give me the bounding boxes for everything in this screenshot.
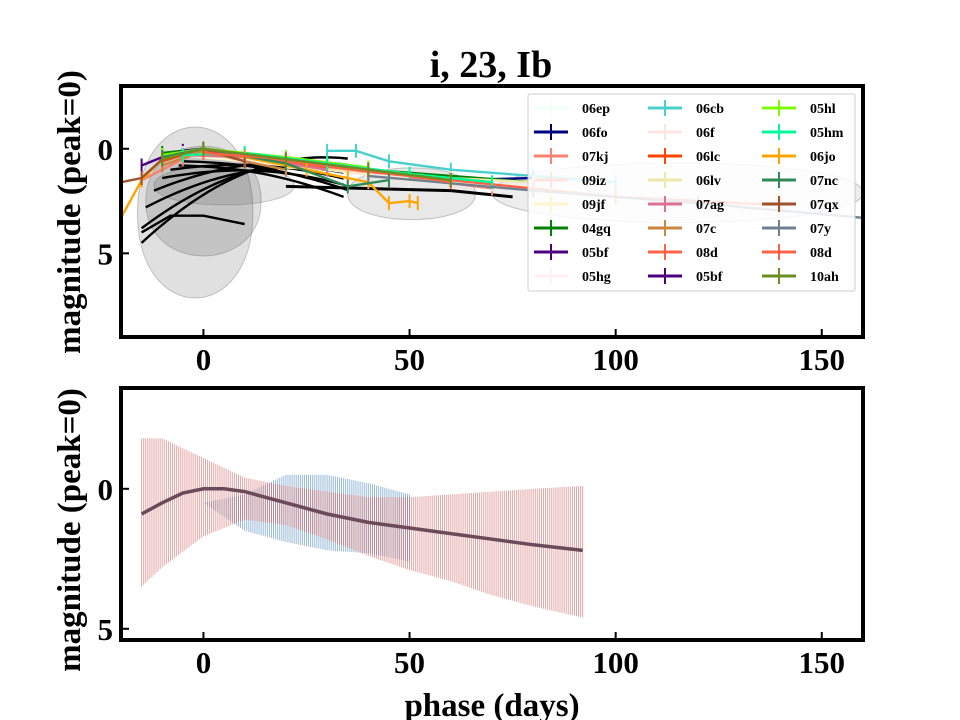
legend-label: 09jf [582,198,606,213]
bottom-plot-frame [119,386,865,642]
bottom-mean-line [140,487,583,553]
bottom-error-bars [141,438,584,618]
top-y-tick-label: 5 [98,236,114,271]
template-curve-low [141,214,245,234]
legend-label: 07ag [696,198,724,213]
bottom-y-tick-label: 0 [98,472,114,507]
legend-label: 06lc [696,150,720,165]
legend-label: 08d [810,246,832,261]
top-x-tick-label: 50 [394,342,425,377]
legend-label: 05hg [582,270,611,285]
bottom-y-tick-label: 5 [98,612,114,647]
bottom-y-axis-label: magnitude (peak=0) [52,388,88,672]
bottom-x-tick-label: 0 [196,645,212,680]
bottom-x-tick-label: 150 [799,645,846,680]
legend-label: 08d [696,246,718,261]
legend-label: 07kj [582,150,608,165]
legend-label: 05bf [696,270,723,285]
legend-label: 05bf [582,246,609,261]
legend-label: 06lv [696,174,721,189]
legend-label: 07y [810,222,831,237]
legend-label: 10ah [810,270,839,285]
legend-label: 07c [696,222,716,237]
top-x-tick-label: 150 [799,342,846,377]
legend-label: 05hl [810,102,836,117]
legend-label: 06cb [696,102,724,117]
legend-label: 06jo [810,150,836,165]
template-curve-4 [162,169,344,186]
legend-label: 06f [696,126,715,141]
top-x-tick-label: 100 [592,342,639,377]
bottom-axis-ticks: 0 50 100 150 0 5 [98,472,846,680]
bottom-x-tick-label: 100 [592,645,639,680]
legend-label: 09iz [582,174,606,189]
top-plot-frame [119,84,865,339]
top-axis-ticks: 0 50 100 150 0 5 [98,132,846,377]
mean-template-line [140,487,583,553]
legend-label: 06fo [582,126,608,141]
top-y-axis-label: magnitude (peak=0) [52,70,88,354]
legend-label: 07qx [810,198,839,213]
top-chart-title: i, 23, Ib [430,44,552,86]
legend-label: 07nc [810,174,838,189]
template-curve-6 [182,160,349,192]
top-x-tick-label: 0 [196,342,212,377]
legend-label: 04gq [582,222,611,237]
legend-label: 06ep [582,102,610,117]
bottom-x-tick-label: 50 [394,645,425,680]
legend: 06ep 06fo 07kj 09iz 09jf 04gq 05bf 05hg 06cb 06f 0… [527,93,856,292]
x-axis-label: phase (days) [404,688,579,720]
legend-label: 05hm [810,126,844,141]
legend-box [527,93,856,292]
top-y-tick-label: 0 [98,132,114,167]
